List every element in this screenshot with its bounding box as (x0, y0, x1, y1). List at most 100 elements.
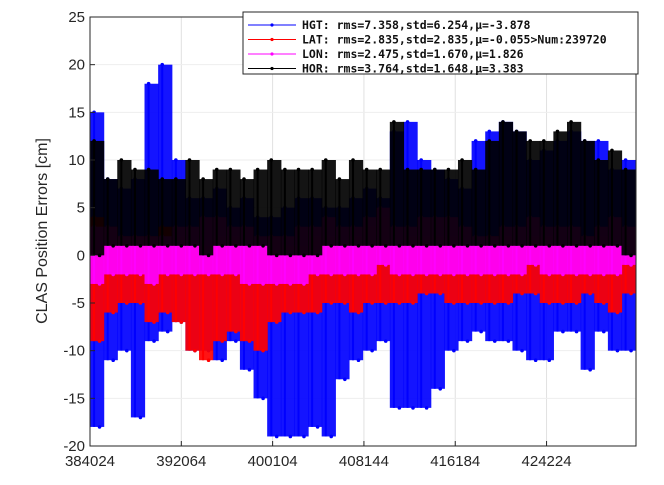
max-point (201, 177, 205, 181)
min-point (438, 387, 443, 391)
envelope-bar (308, 169, 323, 256)
envelope-bar (621, 169, 636, 256)
min-point (165, 329, 170, 334)
min-point (288, 434, 293, 439)
min-point (97, 282, 102, 286)
min-point (506, 301, 511, 305)
min-point (465, 272, 470, 277)
max-point (610, 148, 614, 153)
legend-box (242, 11, 639, 75)
min-point (288, 282, 293, 286)
x-tick-label: 400104 (248, 453, 298, 470)
min-point (629, 348, 633, 353)
envelope-bar (158, 179, 173, 246)
max-point (323, 158, 328, 162)
min-point (343, 244, 347, 248)
min-point (533, 358, 538, 363)
min-point (452, 301, 456, 305)
min-point (165, 310, 170, 315)
envelope-bar (144, 169, 159, 246)
min-point (574, 272, 579, 277)
max-point (487, 129, 492, 134)
min-point (152, 320, 156, 324)
max-point (146, 81, 151, 86)
max-point (187, 158, 192, 162)
min-point (424, 406, 429, 410)
y-tick-label: -20 (63, 438, 85, 455)
x-tick-label: 424224 (522, 453, 572, 470)
legend-entry: HOR: rms=3.764,std=1.648,μ=3.383 (302, 62, 524, 76)
min-point (315, 310, 320, 315)
envelope-bar (280, 169, 296, 256)
max-point (542, 139, 546, 143)
envelope-bar (403, 169, 418, 246)
envelope-bar (253, 169, 268, 246)
envelope-bar (444, 169, 459, 246)
min-point (111, 358, 115, 363)
max-point (283, 167, 287, 172)
envelope-bar (321, 160, 336, 246)
min-point (452, 244, 456, 248)
envelope-bar (471, 169, 486, 246)
envelope-bar (362, 169, 377, 246)
min-point (343, 272, 347, 277)
min-point (261, 244, 265, 248)
envelope-bar (594, 160, 609, 246)
max-point (105, 177, 110, 181)
min-point (329, 434, 334, 439)
envelope-bar (90, 140, 105, 256)
min-point (220, 272, 224, 277)
min-point (329, 301, 334, 305)
min-point (479, 301, 483, 305)
min-point (465, 244, 470, 248)
max-point (623, 158, 628, 162)
envelope-bar (267, 160, 282, 256)
min-point (315, 253, 320, 258)
min-point (520, 272, 524, 277)
min-point (561, 329, 565, 334)
min-point (574, 244, 579, 248)
min-point (411, 406, 415, 410)
x-tick-label: 384024 (65, 453, 115, 470)
max-point (432, 167, 437, 172)
y-tick-label: -5 (72, 295, 85, 312)
max-point (214, 167, 219, 172)
min-point (247, 367, 252, 372)
max-point (160, 177, 165, 181)
max-point (92, 139, 96, 143)
max-point (528, 139, 532, 143)
min-point (302, 282, 306, 286)
max-point (378, 167, 383, 172)
min-point (533, 244, 538, 248)
y-tick-label: 20 (68, 57, 85, 74)
max-point (582, 139, 587, 143)
max-point (419, 158, 423, 162)
min-point (533, 291, 538, 296)
min-point (206, 358, 211, 363)
min-point (356, 310, 361, 315)
min-point (479, 272, 483, 277)
max-point (174, 158, 178, 162)
envelope-bar (430, 169, 445, 246)
min-point (165, 244, 170, 248)
min-point (465, 339, 470, 343)
min-point (138, 244, 143, 248)
envelope-bar (117, 160, 132, 246)
min-point (152, 282, 156, 286)
min-point (547, 301, 552, 305)
min-point (234, 339, 238, 343)
envelope-bar (199, 179, 214, 256)
min-point (111, 244, 115, 248)
envelope-bar (566, 121, 582, 246)
min-point (111, 310, 115, 315)
min-point (520, 291, 524, 296)
min-point (356, 358, 361, 363)
min-point (370, 272, 374, 277)
min-point (492, 301, 497, 305)
max-point (228, 167, 233, 172)
min-point (383, 339, 388, 343)
min-point (220, 244, 224, 248)
envelope-bar (130, 169, 146, 246)
min-point (343, 377, 347, 382)
envelope-bar (553, 131, 568, 246)
